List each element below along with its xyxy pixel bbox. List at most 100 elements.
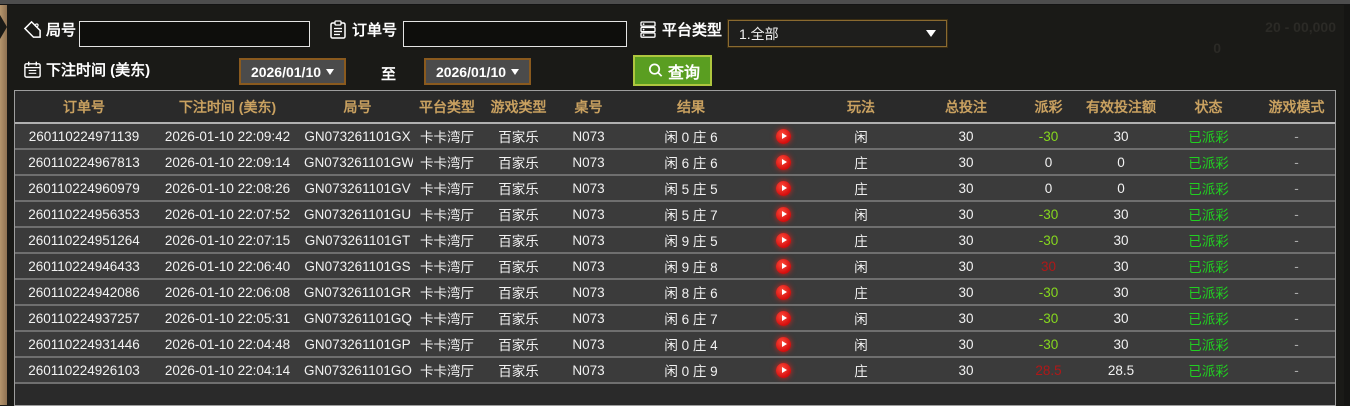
payout-cell: -30	[1016, 227, 1081, 254]
replay-play-icon[interactable]	[776, 336, 791, 352]
round-id-cell: GN073261101GX	[302, 123, 413, 150]
game-type-cell: 百家乐	[481, 279, 556, 306]
col-result: 结果	[621, 91, 761, 124]
game-mode-cell: -	[1256, 149, 1335, 176]
bet-time-cell: 2026-01-10 22:09:14	[153, 149, 302, 176]
table-row: 260110224956353 2026-01-10 22:07:52 GN0732…	[15, 201, 1335, 228]
replay-cell	[761, 253, 806, 280]
table-row: 260110224931446 2026-01-10 22:04:48 GN0732…	[15, 331, 1335, 358]
total-bet-cell: 30	[916, 253, 1016, 280]
col-play-type: 玩法	[806, 91, 916, 124]
game-type-cell: 百家乐	[481, 175, 556, 202]
payout-cell: 28.5	[1016, 357, 1081, 384]
clipboard-icon	[328, 19, 348, 40]
game-mode-cell: -	[1256, 175, 1335, 202]
search-icon	[645, 61, 665, 81]
replay-play-icon[interactable]	[776, 180, 791, 196]
platform-select[interactable]: 1.全部	[727, 19, 948, 48]
status-cell: 已派彩	[1161, 279, 1256, 306]
valid-bet-cell: 30	[1081, 227, 1161, 254]
col-valid-bet: 有效投注额	[1081, 91, 1161, 124]
replay-cell	[761, 305, 806, 332]
date-range-to-label: 至	[381, 66, 397, 83]
payout-cell: -30	[1016, 279, 1081, 306]
game-type-cell: 百家乐	[481, 201, 556, 228]
replay-play-icon[interactable]	[776, 258, 791, 274]
platform-cell: 卡卡湾厅	[413, 305, 481, 332]
round-id-cell: GN073261101GW	[302, 149, 413, 176]
payout-cell: -30	[1016, 201, 1081, 228]
bet-time-group: 下注时间 (美东)	[22, 59, 150, 80]
status-cell: 已派彩	[1161, 357, 1256, 384]
order-id-cell: 260110224960979	[15, 175, 153, 202]
game-type-cell: 百家乐	[481, 305, 556, 332]
order-input[interactable]	[403, 21, 627, 47]
replay-play-icon[interactable]	[776, 128, 791, 144]
replay-play-icon[interactable]	[776, 284, 791, 300]
query-button[interactable]: 查询	[633, 55, 713, 86]
bet-time-cell: 2026-01-10 22:07:15	[153, 227, 302, 254]
col-total-bet: 总投注	[916, 91, 1016, 124]
round-filter-label: 局号	[46, 22, 77, 39]
order-id-cell: 260110224946433	[15, 253, 153, 280]
valid-bet-cell: 30	[1081, 253, 1161, 280]
platform-filter-label: 平台类型	[662, 22, 723, 39]
total-bet-cell: 30	[916, 357, 1016, 384]
status-cell: 已派彩	[1161, 123, 1256, 150]
date-from-picker[interactable]: 2026/01/10	[239, 58, 346, 85]
platform-cell: 卡卡湾厅	[413, 331, 481, 358]
replay-cell	[761, 149, 806, 176]
replay-cell	[761, 175, 806, 202]
total-bet-cell: 30	[916, 149, 1016, 176]
calendar-icon	[22, 60, 42, 80]
table-row: 260110224942086 2026-01-10 22:06:08 GN0732…	[15, 279, 1335, 306]
replay-play-icon[interactable]	[776, 154, 791, 170]
order-id-cell: 260110224967813	[15, 149, 153, 176]
platform-cell: 卡卡湾厅	[413, 357, 481, 384]
date-from-value: 2026/01/10	[250, 63, 322, 80]
col-order-id: 订单号	[15, 91, 153, 124]
play-type-cell: 闲	[806, 305, 916, 332]
replay-play-icon[interactable]	[776, 310, 791, 326]
replay-play-icon[interactable]	[776, 232, 791, 248]
play-type-cell: 庄	[806, 357, 916, 384]
round-input[interactable]	[79, 21, 310, 47]
date-to-picker[interactable]: 2026/01/10	[424, 58, 531, 85]
table-no-cell: N073	[556, 227, 621, 254]
watermark-line1: 20 - 00,000	[1265, 19, 1336, 35]
game-type-cell: 百家乐	[481, 253, 556, 280]
replay-cell	[761, 227, 806, 254]
game-mode-cell: -	[1256, 305, 1335, 332]
order-filter-label: 订单号	[352, 22, 398, 39]
table-no-cell: N073	[556, 357, 621, 384]
valid-bet-cell: 30	[1081, 305, 1161, 332]
replay-cell	[761, 201, 806, 228]
play-type-cell: 庄	[806, 227, 916, 254]
filter-bar: 局号 订单号 平台类型 1.全部 下注时间 (美东) 2026/01/10 至 …	[0, 5, 1350, 90]
valid-bet-cell: 30	[1081, 331, 1161, 358]
col-game-mode: 游戏模式	[1256, 91, 1335, 124]
table-row: 260110224937257 2026-01-10 22:05:31 GN0732…	[15, 305, 1335, 332]
game-mode-cell: -	[1256, 123, 1335, 150]
side-panel-handle[interactable]	[0, 5, 7, 405]
game-type-cell: 百家乐	[481, 227, 556, 254]
tag-icon	[22, 20, 42, 40]
replay-cell	[761, 123, 806, 150]
platform-cell: 卡卡湾厅	[413, 149, 481, 176]
col-table-no: 桌号	[556, 91, 621, 124]
game-mode-cell: -	[1256, 331, 1335, 358]
round-id-cell: GN073261101GP	[302, 331, 413, 358]
valid-bet-cell: 0	[1081, 175, 1161, 202]
bet-records-table: 订单号 下注时间 (美东) 局号 平台类型 游戏类型 桌号 结果 玩法 总投注 …	[14, 90, 1336, 406]
total-bet-cell: 30	[916, 305, 1016, 332]
game-type-cell: 百家乐	[481, 357, 556, 384]
table-no-cell: N073	[556, 305, 621, 332]
order-id-cell: 260110224956353	[15, 201, 153, 228]
bet-time-cell: 2026-01-10 22:07:52	[153, 201, 302, 228]
valid-bet-cell: 30	[1081, 279, 1161, 306]
replay-play-icon[interactable]	[776, 206, 791, 222]
replay-play-icon[interactable]	[776, 362, 791, 378]
game-mode-cell: -	[1256, 227, 1335, 254]
bet-time-label: 下注时间 (美东)	[46, 62, 151, 79]
bet-time-cell: 2026-01-10 22:06:08	[153, 279, 302, 306]
